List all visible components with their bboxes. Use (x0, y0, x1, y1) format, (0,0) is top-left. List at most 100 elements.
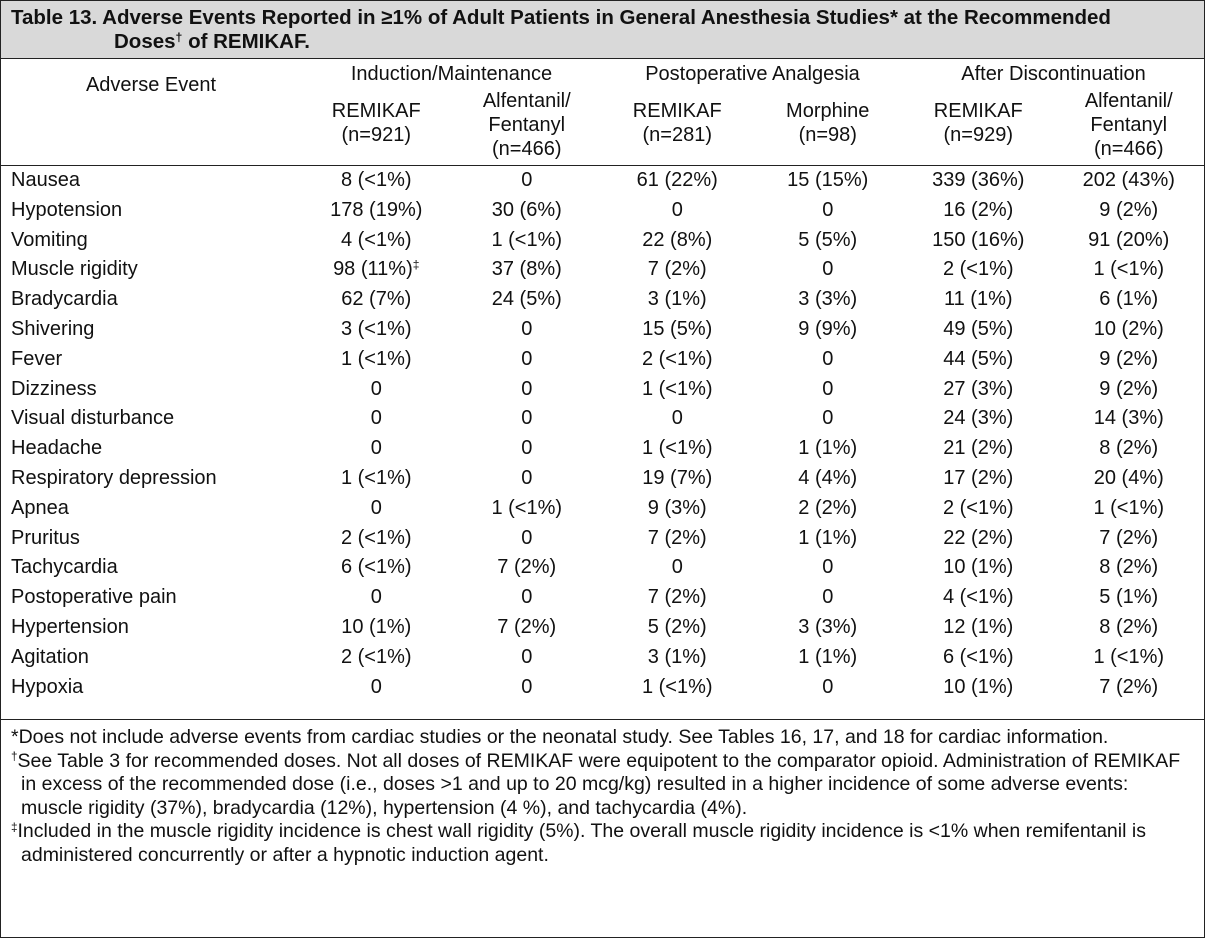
cell-value: 3 (1%) (647, 288, 707, 311)
cell-value: 0 (521, 169, 533, 191)
cell-value: 49 (5%) (943, 317, 1014, 340)
table-cell: 19 (7%) (602, 464, 753, 494)
cell-value: 0 (822, 556, 834, 579)
column-header: REMIKAF (n=929) (903, 89, 1054, 166)
cell-value: 9 (2%) (1099, 198, 1159, 221)
cell-value: 19 (7%) (642, 466, 713, 489)
table-cell: 4 (4%) (753, 464, 904, 494)
adverse-event-name: Headache (11, 437, 103, 460)
cell-value: 1 (<1%) (641, 437, 713, 460)
table-cell: 37 (8%) (452, 255, 603, 285)
table-cell: 0 (753, 255, 904, 285)
cell-value: 5 (2%) (647, 615, 707, 638)
table-cell: 7 (2%) (452, 613, 603, 643)
table-cell: 0 (602, 404, 753, 434)
cell-value: 22 (2%) (943, 526, 1014, 549)
table-cell: 10 (1%) (301, 613, 452, 643)
cell-value: 3 (1%) (647, 645, 707, 668)
column-header-line: Fentanyl (488, 114, 566, 136)
column-header: Alfentanil/Fentanyl (n=466) (1054, 89, 1205, 166)
table-cell: 1 (1%) (753, 524, 904, 554)
table-cell: 21 (2%) (903, 434, 1054, 464)
table-cell: 9 (2%) (1054, 375, 1205, 405)
table-cell: 0 (452, 315, 603, 345)
header-column-row: Adverse Event REMIKAF (n=921) Alfentanil/… (1, 74, 1205, 166)
table-cell: 12 (1%) (903, 613, 1054, 643)
table-cell: 0 (301, 375, 452, 405)
column-header-line: (n=98) (798, 124, 857, 146)
table-row: Visual disturbance 0 0 0 0 24 (3%) 14 (3%) (1, 404, 1204, 434)
cell-value: 0 (822, 407, 834, 430)
table-cell: 10 (1%) (903, 673, 1054, 703)
table-cell: 6 (<1%) (301, 553, 452, 583)
table-cell: 49 (5%) (903, 315, 1054, 345)
cell-value: 6 (<1%) (942, 645, 1014, 668)
adverse-event-name: Shivering (11, 317, 95, 340)
footnote-text: Does not include adverse events from car… (18, 726, 1109, 748)
cell-value: 2 (<1%) (641, 347, 713, 370)
table-row: Respiratory depression 1 (<1%) 0 19 (7%) 4 (… (1, 464, 1204, 494)
table-cell: 0 (452, 673, 603, 703)
cell-value: 15 (15%) (787, 169, 869, 191)
cell-value: 178 (19%) (330, 198, 423, 221)
table-cell: 15 (5%) (602, 315, 753, 345)
footnote-mark: ‡ (412, 257, 420, 272)
table-row: Apnea 0 1 (<1%) 9 (3%) 2 (2%) 2 (<1%) 1 (<1%) (1, 494, 1204, 524)
table-cell: 202 (43%) (1054, 166, 1205, 196)
cell-value: 0 (521, 586, 533, 609)
cell-value: 0 (822, 198, 834, 221)
adverse-event-label: Adverse Event (85, 74, 217, 96)
table-cell: 0 (301, 404, 452, 434)
cell-value: 8 (2%) (1099, 615, 1159, 638)
cell-value: 98 (11%) (333, 258, 413, 281)
table-cell: 0 (753, 583, 904, 613)
cell-value: 2 (<1%) (942, 496, 1014, 519)
column-header-line: (n=466) (1094, 138, 1164, 160)
column-header-line: REMIKAF (632, 100, 722, 122)
table-cell: 1 (<1%) (602, 375, 753, 405)
column-header: REMIKAF (n=921) (301, 89, 452, 166)
table-cell: 0 (753, 673, 904, 703)
adverse-events-table: Induction/Maintenance Postoperative Anal… (1, 59, 1205, 703)
cell-value: 0 (822, 258, 834, 281)
table-cell: 17 (2%) (903, 464, 1054, 494)
cell-value: 2 (<1%) (340, 526, 412, 549)
cell-value: 0 (521, 645, 533, 668)
column-header-line: Alfentanil/ (1084, 90, 1173, 112)
table-cell: 5 (2%) (602, 613, 753, 643)
cell-value: 9 (3%) (647, 496, 707, 519)
cell-value: 7 (2%) (647, 586, 707, 609)
cell-value: 150 (16%) (932, 228, 1025, 251)
cell-value: 0 (521, 407, 533, 430)
table-cell: 2 (<1%) (301, 524, 452, 554)
column-header-line: REMIKAF (331, 100, 421, 122)
cell-value: 0 (521, 675, 533, 698)
table-cell: 1 (<1%) (301, 464, 452, 494)
cell-value: 0 (370, 675, 382, 698)
column-header-line: (n=921) (341, 124, 412, 146)
table-row: Muscle rigidity 98 (11%)‡ 37 (8%) 7 (2%) 0 2 … (1, 255, 1204, 285)
table-cell: 5 (1%) (1054, 583, 1205, 613)
cell-value: 0 (822, 586, 834, 609)
table-cell: 7 (2%) (1054, 673, 1205, 703)
cell-value: 7 (2%) (1099, 675, 1159, 698)
table-row: Hypoxia 0 0 1 (<1%) 0 10 (1%) 7 (2%) (1, 673, 1204, 703)
title-line-1: Table 13. Adverse Events Reported in ≥1%… (11, 6, 1111, 29)
table-cell: 7 (2%) (602, 255, 753, 285)
table-cell: 14 (3%) (1054, 404, 1205, 434)
table-cell: 9 (2%) (1054, 196, 1205, 226)
adverse-event-name: Visual disturbance (11, 407, 175, 430)
table-cell: 1 (<1%) (452, 226, 603, 256)
adverse-event-name: Nausea (11, 169, 80, 191)
cell-value: 0 (370, 437, 382, 460)
table-cell: 2 (<1%) (602, 345, 753, 375)
cell-value: 1 (1%) (798, 526, 858, 549)
table-row: Dizziness 0 0 1 (<1%) 0 27 (3%) 9 (2%) (1, 375, 1204, 405)
cell-value: 3 (<1%) (340, 317, 412, 340)
table-row: Vomiting 4 (<1%) 1 (<1%) 22 (8%) 5 (5%) 150 (… (1, 226, 1204, 256)
cell-value: 62 (7%) (341, 288, 412, 311)
cell-value: 4 (4%) (798, 466, 858, 489)
table-cell: 0 (301, 494, 452, 524)
table-cell: 10 (2%) (1054, 315, 1205, 345)
